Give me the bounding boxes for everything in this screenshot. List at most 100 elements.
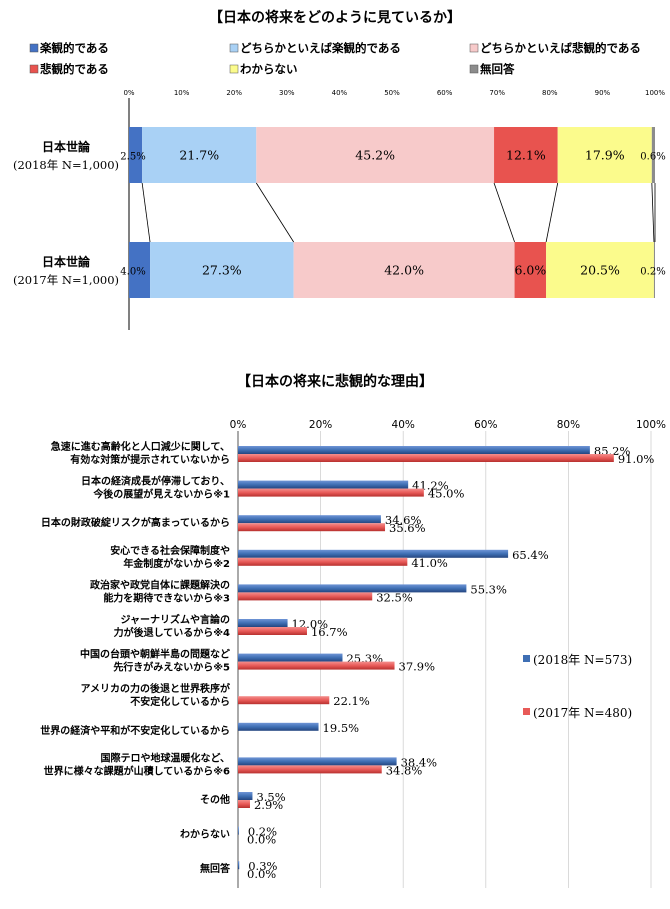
data-label: 3.5% (256, 790, 285, 804)
data-label: 38.4% (401, 755, 438, 769)
data-label: 32.5% (376, 590, 413, 604)
x-tick-label: 0% (123, 89, 134, 97)
x-tick-label: 20% (309, 419, 332, 431)
bar (238, 592, 373, 601)
data-label: 0.0% (247, 867, 276, 881)
x-tick-label: 30% (279, 89, 295, 97)
category-label: 不安定化しているから (130, 695, 230, 708)
data-label: 0.0% (247, 833, 276, 847)
x-tick-label: 90% (595, 89, 611, 97)
data-label: 17.9% (585, 148, 625, 163)
category-label: 日本の財政破綻リスクが高まっているから (41, 516, 230, 529)
x-tick-label: 0% (230, 419, 247, 431)
bar-segment (142, 127, 257, 183)
category-label: アメリカの力の後退と世界秩序が (81, 682, 231, 695)
data-label: 4.0% (120, 267, 145, 278)
connector-line (141, 182, 151, 243)
chart1: 【日本の将来をどのように見ているか】 楽観的である どちらかといえば楽観的である ど… (13, 9, 666, 330)
connector-line (651, 182, 655, 243)
data-label: 37.9% (399, 660, 436, 674)
legend-label-3: 悲観的である (40, 62, 109, 76)
data-label: 0.2% (640, 267, 665, 278)
category-label: 中国の台頭や朝鮮半島の問題など (80, 648, 230, 661)
chart2-bars: 85.2%91.0%41.2%45.0%34.6%35.6%65.4%41.0%… (238, 444, 654, 881)
bar-segment (129, 127, 143, 183)
category-label: 能力を期待できないから※3 (103, 591, 230, 604)
bar-segment (557, 127, 652, 183)
x-tick-label: 80% (557, 419, 580, 431)
category-label: 先行きがみえないから※5 (113, 661, 230, 674)
legend-label-1: どちらかといえば楽観的である (240, 41, 401, 55)
category-label: 国際テロや地球温暖化など、 (101, 751, 231, 764)
category-label: 力が後退しているから※4 (114, 626, 230, 639)
chart2-legend: (2018年 N=573) (2017年 N=480) (523, 653, 632, 720)
category-label: 年金制度がないから※2 (123, 557, 230, 570)
legend-label-4: わからない (240, 62, 298, 76)
data-label: 34.8% (386, 763, 423, 777)
category-sublabel: (2018年 N=1,000) (13, 158, 119, 172)
x-tick-label: 40% (332, 89, 348, 97)
legend-swatch-3 (29, 64, 39, 74)
category-label: 政治家や政党自体に課題解決の (90, 578, 230, 591)
bar (238, 661, 395, 670)
chart2-gridlines (320, 431, 652, 888)
bar (238, 557, 408, 566)
category-label: 日本世論 (42, 254, 91, 269)
category-label: 世界の経済や平和が不安定化しているから (40, 724, 230, 737)
data-label: 42.0% (384, 263, 424, 278)
data-label: 55.3% (470, 582, 507, 596)
chart2-title: 【日本の将来に悲観的な理由】 (237, 373, 433, 390)
bar (238, 549, 509, 558)
data-label: 0.2% (248, 825, 277, 839)
bar-segment (514, 242, 547, 298)
bar-segment (494, 127, 558, 183)
x-tick-label: 20% (226, 89, 242, 97)
bar (238, 446, 590, 454)
category-label: 急速に進む高齢化と人口減少に関して、 (51, 440, 230, 453)
category-label: 今後の展望が見えないから※1 (92, 488, 230, 501)
bar (238, 800, 250, 808)
data-label: 35.6% (389, 521, 426, 535)
category-label: ジャーナリズムや言論の (121, 613, 231, 626)
bar (238, 584, 467, 593)
bar (238, 792, 253, 800)
bar-segment (129, 242, 151, 298)
legend-label-5: 無回答 (480, 62, 515, 76)
chart1-title: 【日本の将来をどのように見ているか】 (209, 9, 461, 26)
data-label: 21.7% (179, 148, 219, 163)
data-label: 91.0% (618, 452, 655, 466)
legend-label-2: どちらかといえば悲観的である (480, 41, 641, 55)
category-label: 世界に様々な課題が山積しているから※6 (44, 764, 230, 777)
bar-segment (546, 242, 654, 298)
connector-line (545, 182, 559, 243)
bar (238, 627, 307, 635)
data-label: 12.1% (506, 148, 546, 163)
category-label: 有効な対策が提示されていないから (70, 453, 230, 466)
bar (238, 722, 319, 731)
data-label: 19.5% (323, 721, 360, 735)
data-label: 45.0% (428, 487, 465, 501)
category-label: 日本の経済成長が停滞しており、 (81, 475, 230, 488)
bar (238, 480, 409, 489)
chart1-legend: 楽観的である どちらかといえば楽観的である どちらかといえば悲観的である悲観的である… (29, 41, 641, 76)
bar (238, 861, 240, 870)
data-label: 41.0% (411, 556, 448, 570)
legend-swatch-4 (229, 64, 239, 74)
bar-segment (150, 242, 294, 298)
data-label: 65.4% (512, 548, 549, 562)
legend-swatch-0 (523, 655, 530, 662)
x-tick-label: 40% (392, 419, 415, 431)
data-label: 6.0% (514, 263, 546, 278)
bar (238, 696, 330, 705)
chart2-category-labels: 急速に進む高齢化と人口減少に関して、有効な対策が提示されていないから日本の経済成… (40, 440, 231, 875)
data-label: 2.5% (120, 152, 145, 163)
bar (238, 488, 424, 497)
x-tick-label: 70% (489, 89, 505, 97)
legend-swatch-1 (229, 43, 239, 53)
chart2: 【日本の将来に悲観的な理由】 0% 20% 40% 60% 80% 100% 急速に進む高… (40, 373, 666, 888)
category-label: その他 (200, 793, 230, 806)
bar-segment (653, 242, 655, 298)
x-tick-label: 100% (636, 419, 666, 431)
x-tick-label: 50% (384, 89, 400, 97)
